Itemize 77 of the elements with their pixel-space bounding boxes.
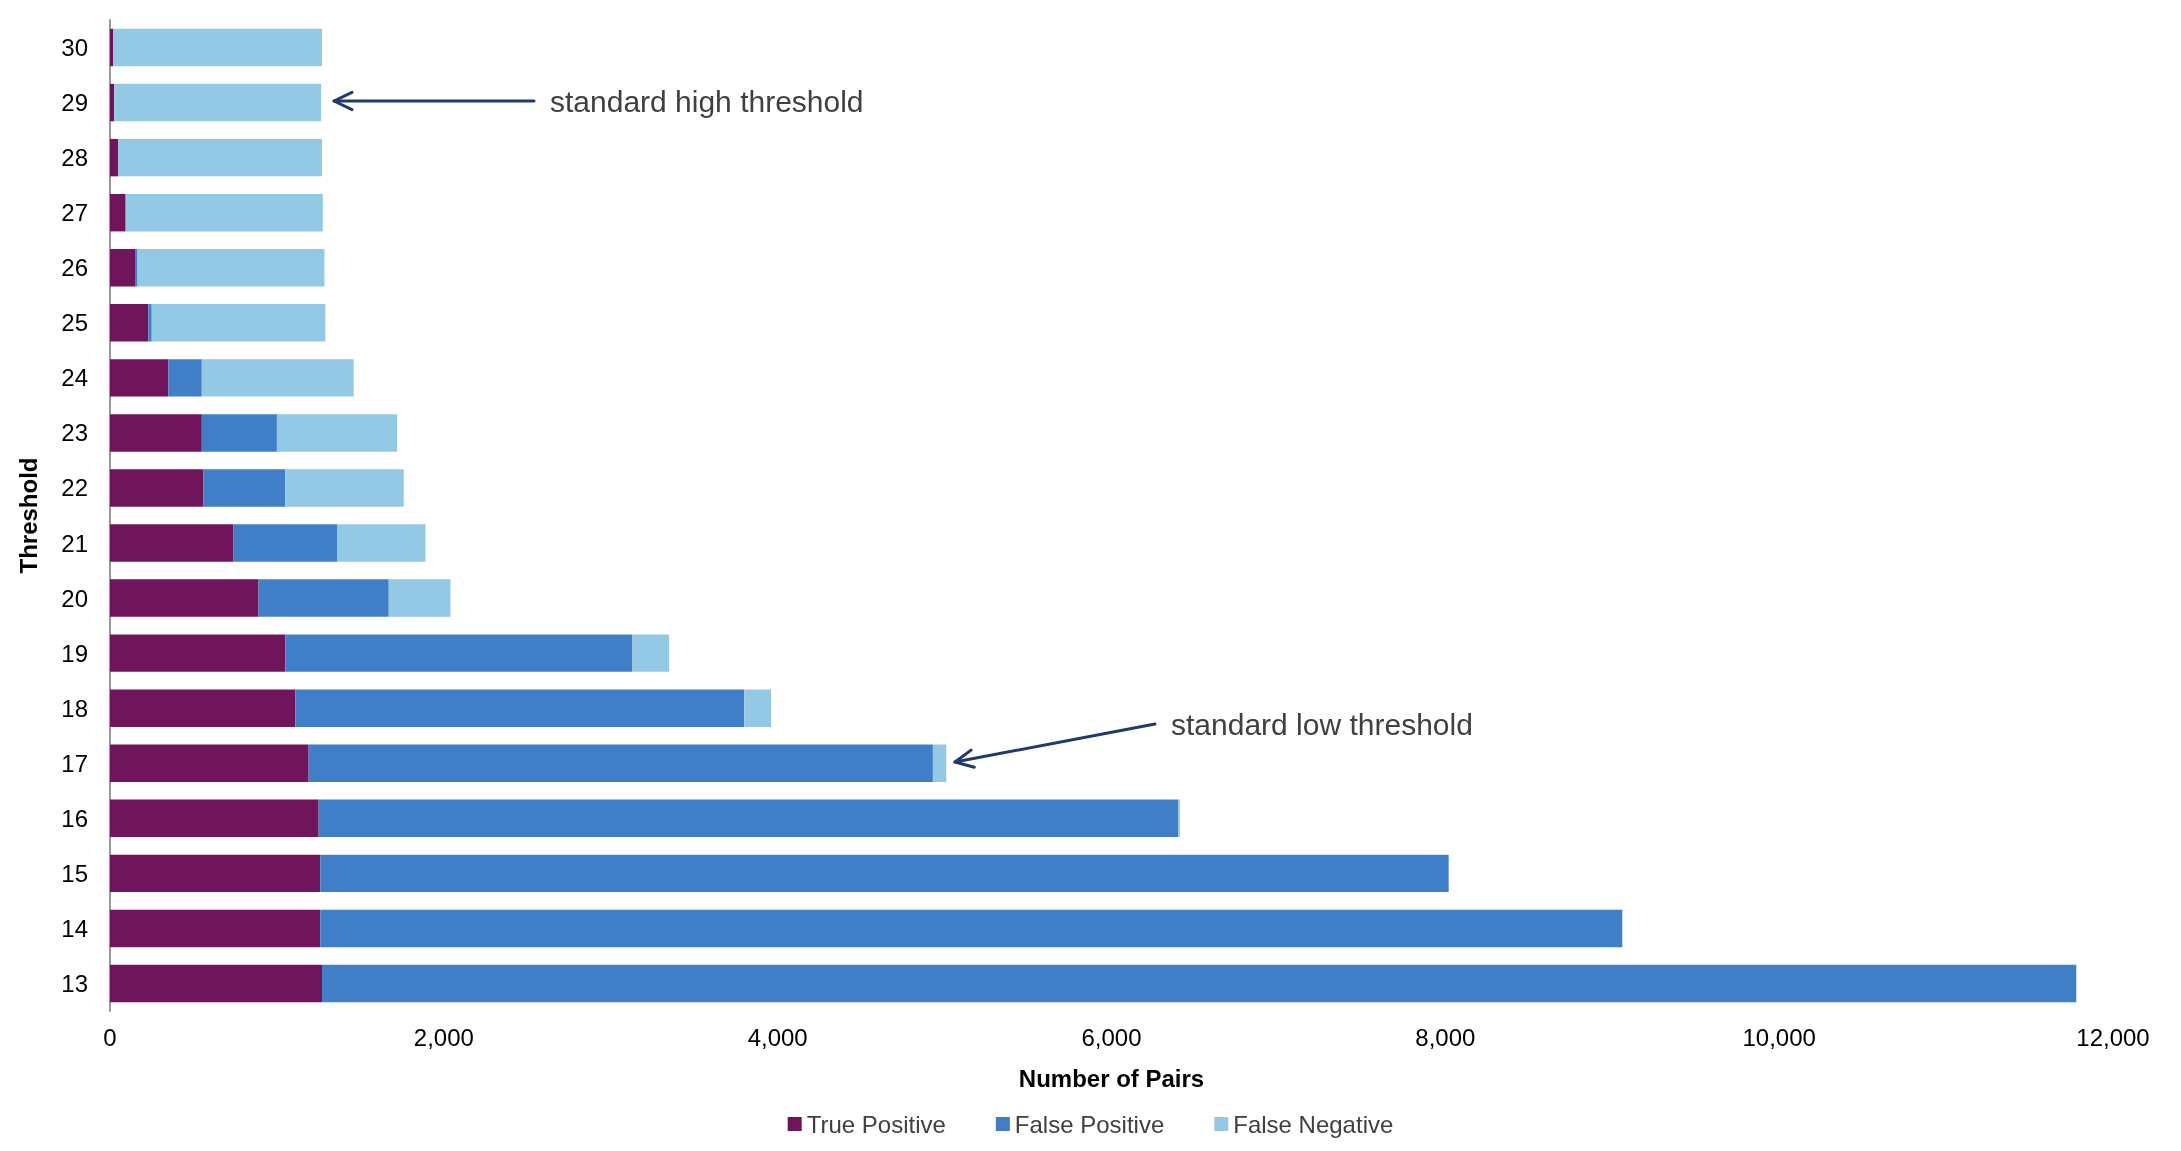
y-tick-label: 23 xyxy=(61,419,88,447)
bar xyxy=(321,964,2077,1003)
y-tick-label: 15 xyxy=(61,859,88,887)
bar xyxy=(110,799,319,838)
bar xyxy=(285,469,404,507)
y-tick-label: 25 xyxy=(61,309,88,337)
y-tick-label: 18 xyxy=(61,694,88,722)
bar xyxy=(233,524,338,562)
bar xyxy=(125,193,323,232)
bar xyxy=(151,304,326,342)
bar xyxy=(320,909,1623,948)
bar xyxy=(110,854,321,893)
y-tick-label: 13 xyxy=(61,969,88,997)
x-tick-label: 6,000 xyxy=(1081,1023,1142,1051)
x-tick-label: 2,000 xyxy=(413,1023,474,1051)
bar xyxy=(110,689,296,727)
legend-label: True Positive xyxy=(806,1110,946,1138)
legend-label: False Negative xyxy=(1233,1110,1394,1138)
bar xyxy=(632,634,670,672)
x-tick-label: 10,000 xyxy=(1742,1023,1816,1051)
bar xyxy=(110,193,126,232)
x-axis-title: Number of Pairs xyxy=(1018,1064,1205,1092)
y-tick-label: 24 xyxy=(61,364,88,392)
x-tick-label: 0 xyxy=(103,1023,117,1051)
y-tick-label: 27 xyxy=(61,199,88,227)
bar xyxy=(320,854,1449,893)
bar xyxy=(932,744,947,782)
bar xyxy=(295,689,745,727)
bar xyxy=(118,138,322,177)
bar xyxy=(285,634,633,672)
y-tick-label: 20 xyxy=(61,584,88,612)
bar xyxy=(110,909,321,948)
bar xyxy=(110,249,136,287)
bar xyxy=(135,249,138,287)
bar xyxy=(110,524,234,562)
bar xyxy=(113,28,322,67)
bar xyxy=(201,359,354,397)
y-tick-label: 22 xyxy=(61,474,88,502)
bar xyxy=(168,359,202,397)
y-tick-label: 14 xyxy=(61,914,88,942)
annotation: standard high threshold xyxy=(550,84,864,118)
y-tick-label: 21 xyxy=(61,529,88,557)
bar xyxy=(110,138,119,177)
bar xyxy=(148,304,152,342)
bar xyxy=(110,579,259,617)
x-tick-label: 12,000 xyxy=(2076,1023,2150,1051)
y-tick-label: 30 xyxy=(61,34,88,62)
bar xyxy=(203,469,286,507)
y-tick-label: 16 xyxy=(61,804,88,832)
bar xyxy=(337,524,426,562)
bar xyxy=(114,83,322,122)
bar xyxy=(110,359,169,397)
annotation: standard low threshold xyxy=(1171,707,1473,741)
bar xyxy=(110,744,309,782)
bar xyxy=(308,744,933,782)
y-axis-title: Threshold xyxy=(14,457,42,574)
bar xyxy=(137,249,325,287)
bar xyxy=(110,469,204,507)
bar xyxy=(744,689,771,727)
y-tick-label: 28 xyxy=(61,144,88,172)
y-tick-label: 17 xyxy=(61,749,88,777)
y-tick-label: 26 xyxy=(61,254,88,282)
y-tick-label: 29 xyxy=(61,89,88,117)
bar xyxy=(110,634,286,672)
bar xyxy=(110,83,115,122)
bar xyxy=(258,579,389,617)
bar xyxy=(201,414,277,452)
x-tick-label: 8,000 xyxy=(1415,1023,1476,1051)
y-tick-label: 19 xyxy=(61,639,88,667)
bar xyxy=(110,414,202,452)
bar xyxy=(110,304,149,342)
legend-label: False Positive xyxy=(1014,1110,1165,1138)
bar xyxy=(276,414,398,452)
bar xyxy=(318,799,1179,838)
x-tick-label: 4,000 xyxy=(747,1023,808,1051)
bar xyxy=(110,964,322,1003)
bar xyxy=(388,579,451,617)
